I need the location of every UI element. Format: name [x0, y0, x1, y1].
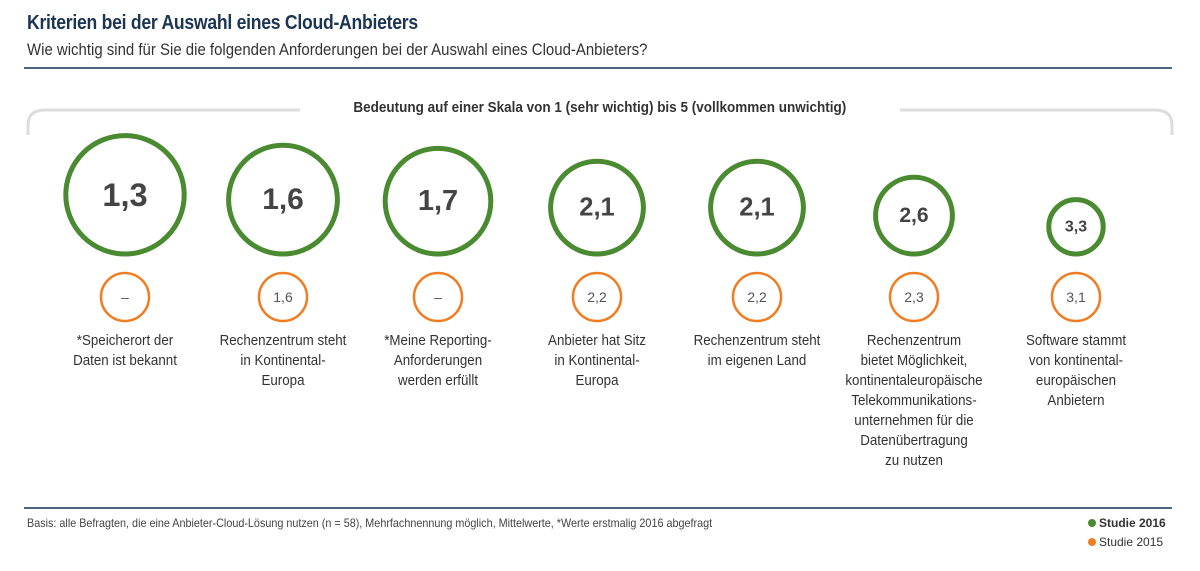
- bubble-2016-label: 1,7: [418, 185, 458, 217]
- bubble-2015: [1050, 271, 1102, 323]
- footer-divider: [24, 507, 1172, 509]
- scale-bracket: [26, 108, 1174, 135]
- bubble-2016-label: 2,1: [739, 194, 774, 222]
- bubble-2016: [382, 145, 494, 257]
- category-label: Rechenzentrum steht im eigenen Land: [693, 333, 821, 369]
- legend-dot-orange: [1088, 538, 1096, 546]
- bubble-2015: [571, 271, 623, 323]
- bubble-2015: [257, 271, 309, 323]
- chart-title: Kriterien bei der Auswahl eines Cloud-An…: [27, 12, 418, 34]
- chart-subtitle: Wie wichtig sind für Sie die folgenden A…: [27, 40, 648, 59]
- bubble-2016: [226, 142, 340, 257]
- legend-item-2015: Studie 2015: [1088, 535, 1163, 549]
- bubble-2015: [888, 271, 940, 323]
- footnote: Basis: alle Befragten, die eine Anbieter…: [27, 516, 713, 530]
- bubble-2016-label: 2,1: [579, 194, 614, 222]
- bubble-2016: [1046, 197, 1106, 257]
- bubble-2016: [63, 133, 187, 257]
- category-label: *Speicherort der Daten ist bekannt: [73, 333, 177, 369]
- bubble-2015: [731, 271, 783, 323]
- bubble-2016-label: 3,3: [1065, 218, 1087, 235]
- legend-dot-green: [1088, 519, 1096, 527]
- legend-label: Studie 2016: [1099, 516, 1166, 530]
- bubble-2016: [548, 158, 646, 257]
- bubble-2015-label: 3,1: [1066, 289, 1086, 305]
- bubble-2015-label: –: [121, 289, 129, 305]
- category-label: Rechenzentrum steht in Kontinental- Europa: [219, 333, 347, 389]
- category-label: *Meine Reporting- Anforderungen werden erf…: [384, 333, 492, 389]
- bubble-chart: 1,3 – 1,6 1,6 1,7 – 2,1 2,2 2,1 2,2 2,6 2,3 3,3 3,1: [26, 108, 1174, 323]
- legend-item-2016: Studie 2016: [1088, 516, 1166, 530]
- bubble-2015: [99, 271, 151, 323]
- scale-label-wrap: Bedeutung auf einer Skala von 1 (sehr wi…: [0, 99, 1200, 116]
- bubble-2016: [873, 174, 955, 257]
- bubble-2015-label: 1,6: [273, 289, 293, 305]
- legend-label: Studie 2015: [1099, 535, 1164, 549]
- bubble-2016: [708, 158, 806, 257]
- category-label: Rechenzentrum bietet Möglichkeit, kontinen…: [845, 333, 983, 469]
- bubble-2016-label: 1,6: [262, 183, 304, 216]
- bubble-2015-label: –: [434, 289, 442, 305]
- bubble-2015-label: 2,2: [587, 289, 607, 305]
- header-divider: [24, 67, 1172, 69]
- bubble-2016-label: 2,6: [899, 204, 928, 227]
- bubble-2016-label: 1,3: [102, 177, 147, 213]
- bubble-2015-label: 2,2: [747, 289, 767, 305]
- category-label: Anbieter hat Sitz in Kontinental- Europa: [548, 333, 646, 389]
- bubble-2015-label: 2,3: [904, 289, 924, 305]
- category-label: Software stammt von kontinental-europäisc…: [1025, 333, 1127, 409]
- scale-label: Bedeutung auf einer Skala von 1 (sehr wi…: [342, 99, 858, 116]
- bubble-2015: [412, 271, 464, 323]
